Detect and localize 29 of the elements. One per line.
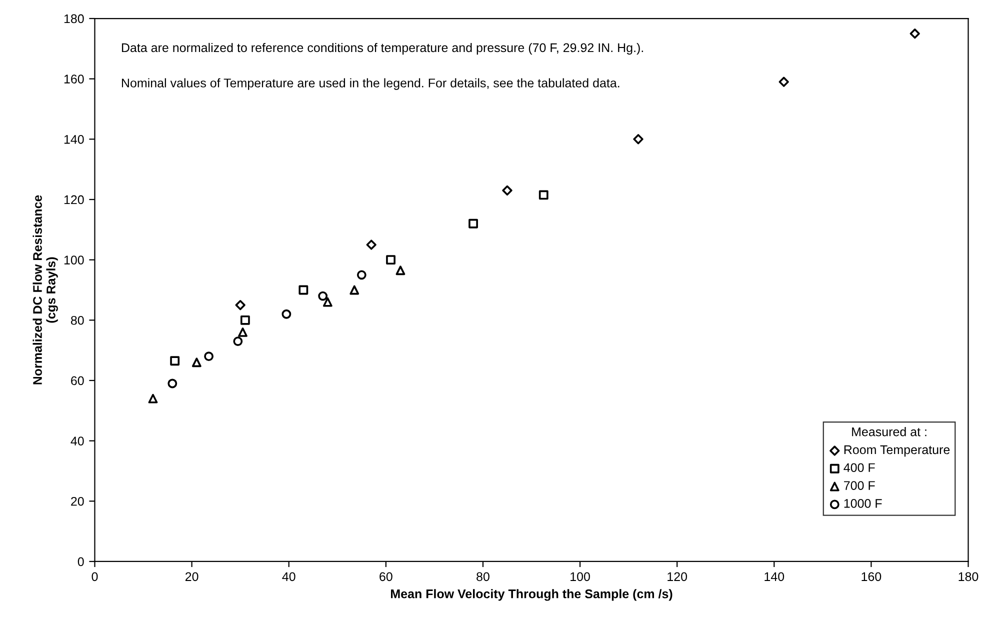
y-tick-label: 60: [71, 376, 84, 386]
x-tick-label: 80: [476, 572, 490, 582]
x-tick-label: 100: [570, 572, 590, 582]
x-axis-title: Mean Flow Velocity Through the Sample (cm /s): [391, 589, 672, 601]
x-tick-label: 0: [92, 572, 98, 582]
y-tick-label: 180: [64, 14, 84, 24]
legend-label: 1000 F: [844, 498, 882, 508]
legend-label: 400 F: [844, 463, 875, 472]
y-tick-label: 120: [64, 195, 84, 204]
legend-label: Room Temperature: [844, 445, 950, 457]
legend-title: Measured at :: [852, 427, 926, 436]
x-tick-label: 40: [282, 572, 296, 582]
x-tick-label: 160: [862, 572, 882, 582]
x-tick-label: 20: [185, 572, 198, 582]
y-tick-label: 20: [71, 496, 84, 506]
y-tick-label: 0: [78, 557, 84, 566]
y-axis-title: Normalized DC Flow Resistance (cgs Rayls): [32, 195, 58, 384]
y-tick-label: 140: [64, 134, 84, 144]
x-tick-label: 120: [668, 572, 688, 582]
x-tick-label: 140: [764, 572, 784, 582]
y-tick-label: 80: [70, 316, 84, 325]
annotation: Nominal values of Temperature are used in the legend. For details, see the tabulated data.: [122, 78, 620, 90]
legend-label: 700 F: [844, 481, 875, 490]
x-tick-label: 180: [958, 572, 978, 582]
y-tick-label: 100: [64, 256, 84, 264]
y-tick-label: 40: [70, 436, 84, 446]
annotation: Data are normalized to reference conditions of temperature and pressure (70 F, 29.92 IN. Hg.).: [122, 42, 643, 55]
x-tick-label: 60: [380, 572, 392, 582]
y-tick-label: 160: [64, 74, 84, 84]
